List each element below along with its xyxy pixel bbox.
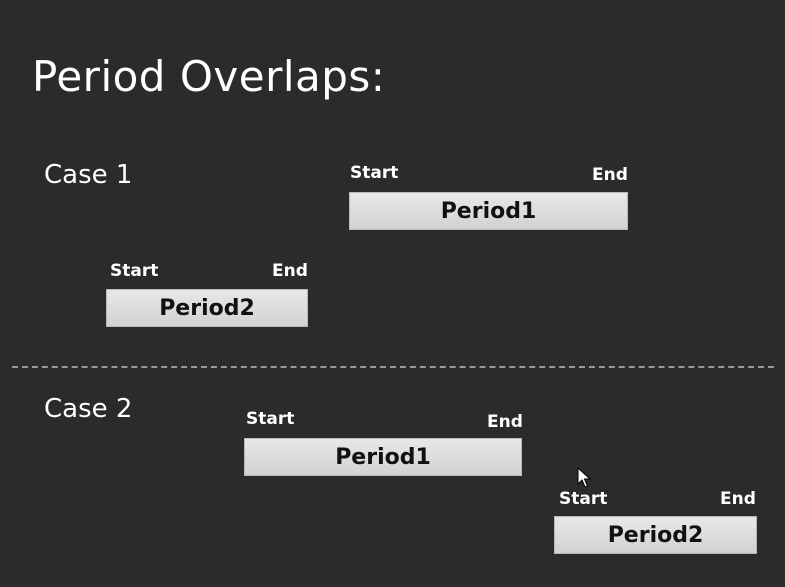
case-1-period1-bar: Period1	[349, 192, 628, 230]
case-2-period2-start-label: Start	[559, 489, 608, 509]
case-1-period2-bar: Period2	[106, 289, 308, 327]
case-2-label: Case 2	[44, 394, 133, 424]
slide-title: Period Overlaps:	[32, 52, 386, 101]
case-2-period1-start-label: Start	[246, 409, 295, 429]
case-1-label: Case 1	[44, 160, 133, 190]
case-1-period1-label: Period1	[440, 198, 537, 224]
case-1-period2-label: Period2	[159, 295, 255, 321]
case-divider	[12, 366, 774, 368]
case-1-period2-start-label: Start	[110, 261, 159, 281]
mouse-cursor-icon	[577, 467, 591, 488]
case-2-period1-bar: Period1	[244, 438, 522, 476]
case-2-period2-label: Period2	[607, 522, 704, 548]
case-2-period1-end-label: End	[487, 412, 523, 432]
case-2-period2-bar: Period2	[554, 516, 757, 554]
case-2-period2-end-label: End	[720, 489, 756, 509]
case-2-period1-label: Period1	[335, 444, 431, 470]
case-1-period1-end-label: End	[592, 165, 628, 185]
case-1-period1-start-label: Start	[350, 163, 399, 183]
case-1-period2-end-label: End	[272, 261, 308, 281]
